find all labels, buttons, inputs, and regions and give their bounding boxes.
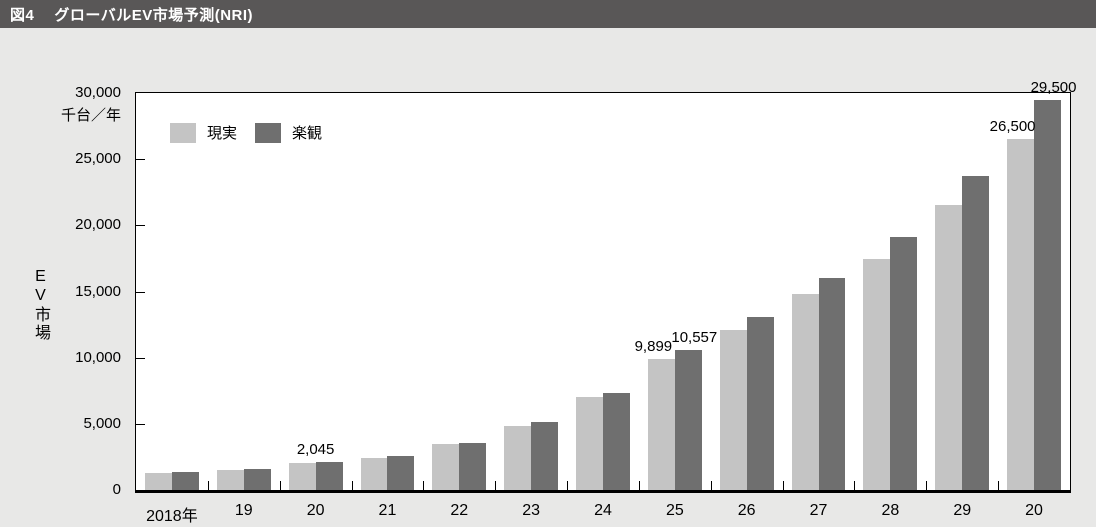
x-tick [710,481,712,490]
bar-opt-26 [746,316,774,490]
bar-real-20 [1007,139,1035,490]
bar-opt-19 [243,468,271,490]
bar-real-20 [288,462,316,490]
bar-value-label: 10,557 [671,329,718,347]
legend-swatch-opt [255,122,282,143]
legend-item-real: 現実 [170,122,237,143]
x-tick [567,481,569,490]
y-axis-unit-label: 千台／年 [60,107,121,124]
x-axis-label: 22 [450,502,469,519]
bar-opt-23 [531,421,559,490]
bar-real-23 [504,426,532,490]
x-tick [638,481,640,490]
x-axis-label: 29 [953,502,972,519]
x-tick [495,481,497,490]
bar-opt-27 [818,277,846,490]
y-tick [136,291,145,293]
bar-opt-28 [890,236,918,490]
x-axis-label: 2018年 [146,508,198,525]
bar-opt-22 [459,443,487,490]
x-tick [207,481,209,490]
chart-title: グローバルEV市場予測(NRI) [54,6,254,24]
x-tick [854,481,856,490]
bar-real-22 [432,444,460,490]
title-bar: 図4 グローバルEV市場予測(NRI) [0,0,1096,28]
bar-real-29 [935,205,963,490]
x-tick [782,481,784,490]
y-axis-label: 5,000 [83,414,121,432]
bar-value-label: 2,045 [296,441,335,459]
x-axis-label: 28 [881,502,900,519]
x-tick [351,481,353,490]
x-tick [423,481,425,490]
bar-real-2018年 [144,472,172,490]
bar-real-26 [719,329,747,490]
bar-opt-20 [315,462,343,490]
bar-real-24 [576,397,603,490]
y-tick [136,423,145,425]
bar-real-25 [647,359,675,490]
legend: 現実 楽観 [170,122,340,143]
x-axis-label: 23 [522,502,541,519]
bar-value-label: 29,500 [1030,78,1077,96]
y-tick [136,357,145,359]
bar-opt-2018年 [171,472,199,490]
x-axis-label: 20 [306,502,325,519]
x-axis-label: 24 [594,502,612,519]
y-axis-label: 20,000 [75,216,121,234]
x-axis-label: 25 [665,502,684,519]
legend-swatch-real [170,122,196,143]
bar-opt-25 [674,350,702,490]
x-tick [926,481,928,490]
bar-opt-24 [603,392,630,490]
y-axis-title: EV市場 [32,268,49,342]
y-tick [136,159,145,161]
bar-real-21 [360,458,388,490]
y-axis-label: 0 [112,481,121,498]
bar-opt-29 [962,176,990,490]
legend-item-opt: 楽観 [255,122,322,143]
figure-label: 図4 [10,6,35,24]
bar-value-label: 26,500 [989,118,1036,136]
bar-real-19 [216,470,244,490]
x-tick [279,481,281,490]
x-axis-label: 26 [737,502,756,519]
x-axis-label: 27 [809,502,828,519]
y-axis-label: 25,000 [75,150,121,168]
x-axis-label: 20 [1025,502,1043,519]
plot-area: 現実 楽観 2,045 9,899 10,557 26,500 29,500 [135,79,1076,493]
bar-opt-21 [387,456,415,490]
bar-real-28 [863,259,891,490]
x-axis-label: 19 [234,502,253,519]
y-axis-label: 10,000 [75,348,121,366]
bar-value-label: 9,899 [634,338,673,355]
y-axis-label: 15,000 [75,282,121,300]
y-axis-label: 30,000 [75,84,121,101]
x-axis-label: 21 [378,502,397,519]
bar-real-27 [791,294,819,490]
y-tick [136,225,145,227]
x-tick [998,481,1000,490]
chart-canvas: 千台／年 EV市場 30,000 25,000 20,000 15,000 10,000… [0,28,1096,527]
legend-label-opt: 楽観 [292,125,323,142]
legend-label-real: 現実 [207,125,238,142]
bar-opt-20 [1034,99,1061,490]
